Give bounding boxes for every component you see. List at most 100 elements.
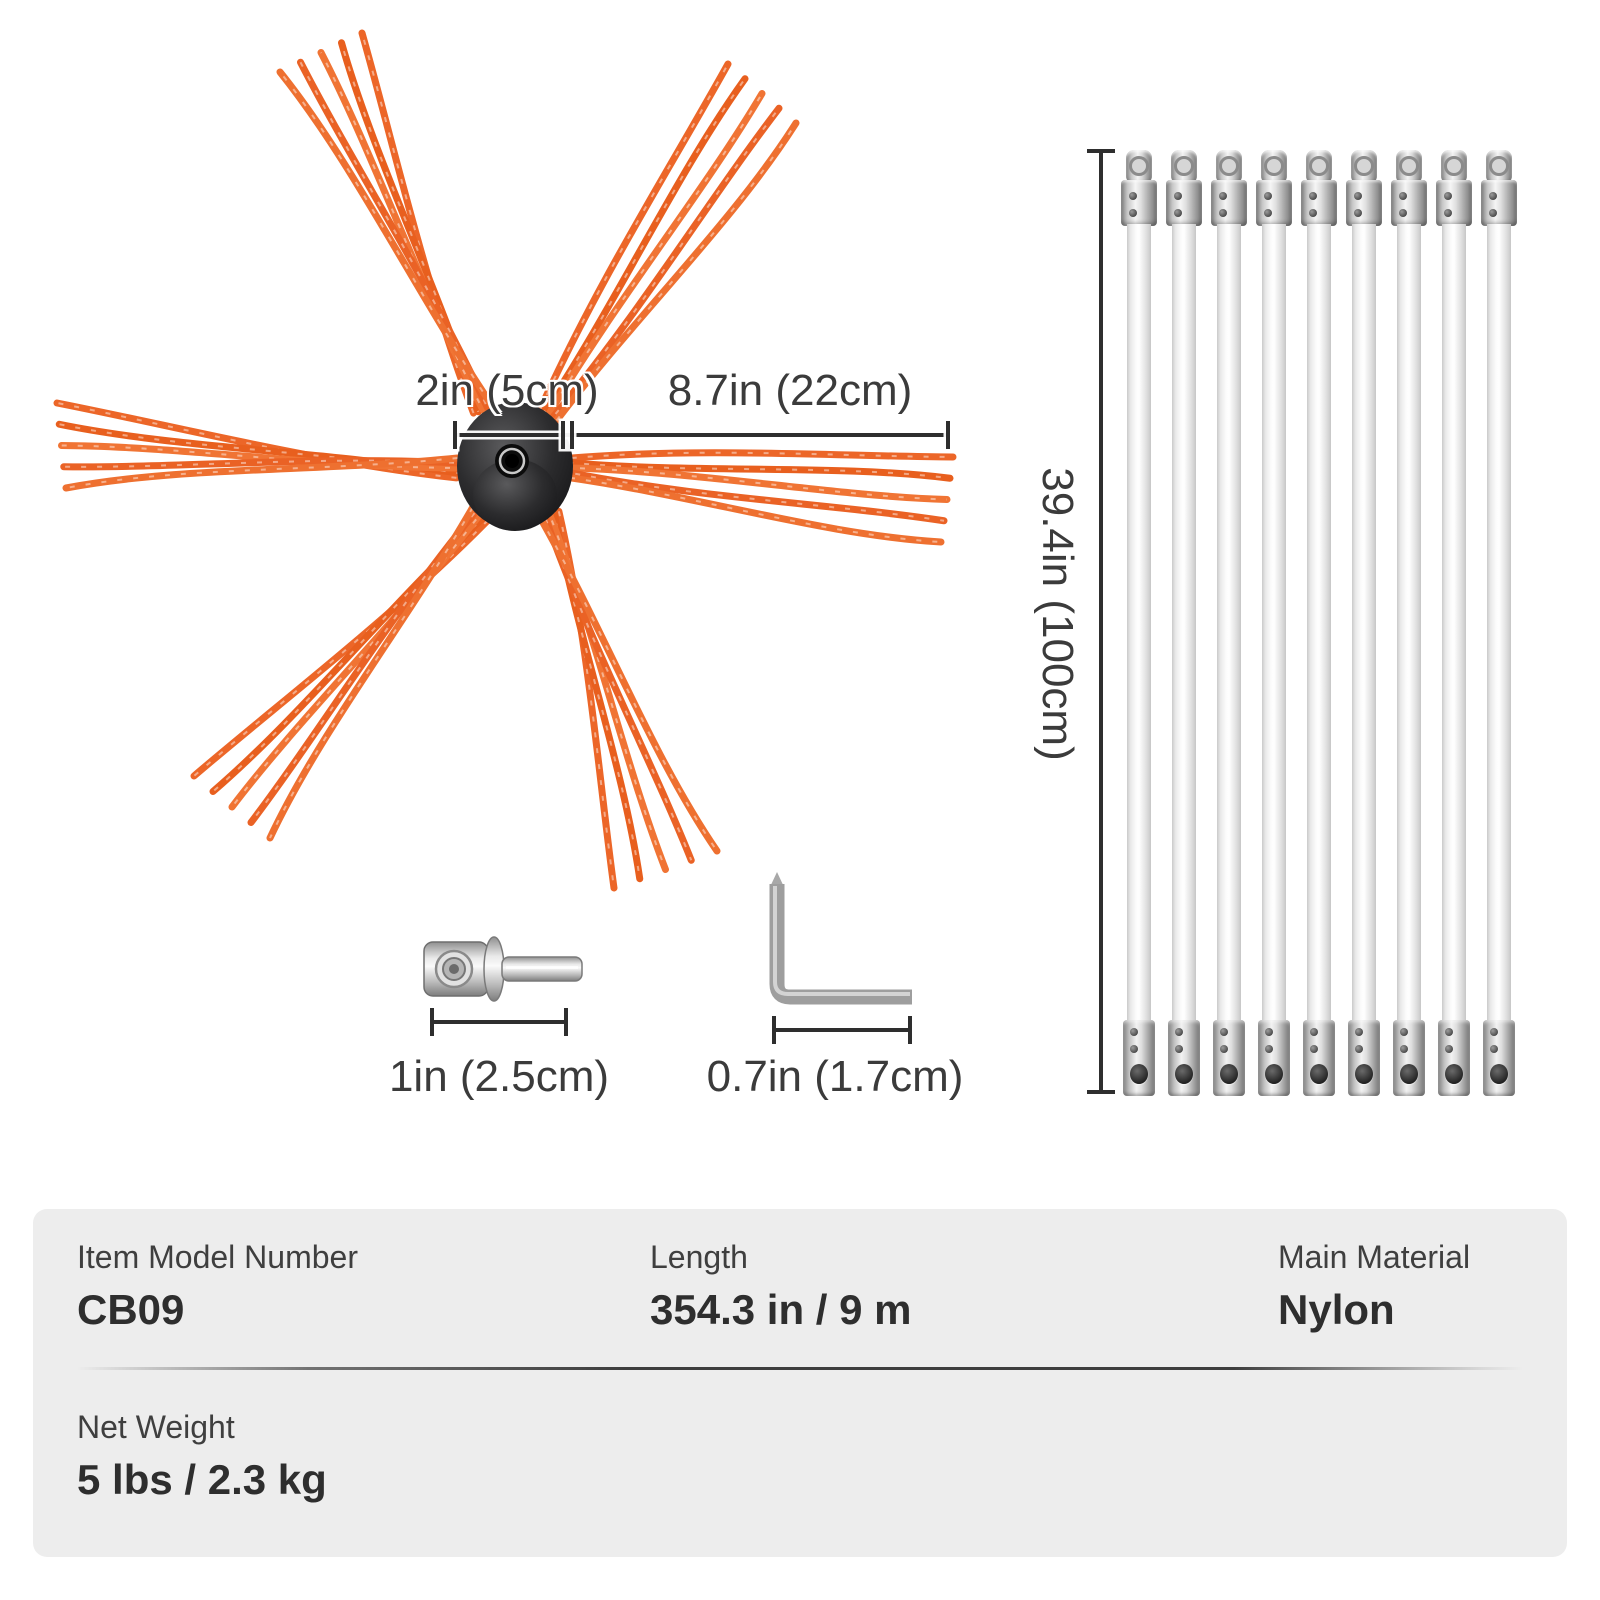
spec-main-material: Main Material Nylon — [1278, 1239, 1470, 1334]
rod-top-connector-sleeve — [1346, 180, 1382, 226]
spec-label: Net Weight — [77, 1409, 235, 1445]
connector-pin-hole — [1174, 209, 1182, 217]
dim-tick — [1087, 149, 1115, 153]
rod-body — [1217, 224, 1241, 1020]
connector-socket-hole — [1400, 1064, 1418, 1084]
extension-rod-set — [1121, 148, 1517, 1096]
connector-socket-hole — [1310, 1064, 1328, 1084]
rod-top-connector-knob — [1171, 150, 1197, 184]
connector-socket-hole — [1130, 1064, 1148, 1084]
connector-pin-hole — [1130, 1028, 1138, 1036]
dim-tick — [1087, 1090, 1115, 1094]
extension-rod — [1166, 148, 1202, 1096]
connector-socket-hole — [1220, 1064, 1238, 1084]
brush-bristle-dimension-label: 8.7in (22cm) — [667, 366, 913, 415]
dim-tick — [561, 421, 565, 449]
rod-bottom-connector — [1483, 1020, 1515, 1096]
spec-value: Nylon — [1278, 1286, 1395, 1333]
extension-rod — [1346, 148, 1382, 1096]
rod-body — [1442, 224, 1466, 1020]
connector-socket-hole — [1490, 1064, 1508, 1084]
rod-bottom-connector — [1438, 1020, 1470, 1096]
dim-tick — [946, 421, 950, 449]
adapter-flange — [483, 936, 505, 1002]
spec-length: Length 354.3 in / 9 m — [650, 1239, 911, 1334]
connector-pin-hole — [1219, 209, 1227, 217]
connector-pin-hole — [1444, 209, 1452, 217]
extension-rod — [1391, 148, 1427, 1096]
connector-pin-hole — [1490, 1045, 1498, 1053]
connector-pin-hole — [1219, 192, 1227, 200]
rod-top-connector-sleeve — [1391, 180, 1427, 226]
connector-pin-hole — [1400, 1045, 1408, 1053]
rod-top-connector-sleeve — [1211, 180, 1247, 226]
connector-pin-hole — [1220, 1045, 1228, 1053]
rod-body — [1487, 224, 1511, 1020]
spec-value: 354.3 in / 9 m — [650, 1286, 912, 1333]
rod-bottom-connector — [1258, 1020, 1290, 1096]
rod-bottom-connector — [1393, 1020, 1425, 1096]
connector-pin-hole — [1264, 209, 1272, 217]
connector-pin-hole — [1264, 192, 1272, 200]
drill-adapter — [423, 936, 583, 1002]
connector-pin-hole — [1265, 1045, 1273, 1053]
spec-item-model-number: Item Model Number CB09 — [77, 1239, 358, 1334]
hex-key — [769, 872, 912, 1005]
connector-pin-hole — [1175, 1028, 1183, 1036]
dim-tick — [908, 1016, 912, 1044]
spec-divider — [77, 1367, 1523, 1370]
rod-body — [1352, 224, 1376, 1020]
connector-pin-hole — [1130, 1045, 1138, 1053]
rod-body — [1307, 224, 1331, 1020]
rod-top-connector-knob — [1306, 150, 1332, 184]
rod-top-connector-knob — [1216, 150, 1242, 184]
rod-top-connector-knob — [1351, 150, 1377, 184]
hex-key-dimension-label: 0.7in (1.7cm) — [706, 1052, 964, 1101]
rod-bottom-connector — [1123, 1020, 1155, 1096]
rod-bottom-connector — [1213, 1020, 1245, 1096]
connector-pin-hole — [1129, 209, 1137, 217]
extension-rod — [1121, 148, 1157, 1096]
rod-top-connector-sleeve — [1166, 180, 1202, 226]
connector-pin-hole — [1265, 1028, 1273, 1036]
connector-socket-hole — [1445, 1064, 1463, 1084]
connector-pin-hole — [1354, 209, 1362, 217]
connector-pin-hole — [1310, 1028, 1318, 1036]
connector-pin-hole — [1400, 1028, 1408, 1036]
spec-label: Main Material — [1278, 1239, 1471, 1275]
rod-top-connector-sleeve — [1256, 180, 1292, 226]
chimney-brush-head — [53, 29, 957, 892]
connector-socket-hole — [1265, 1064, 1283, 1084]
rod-bottom-connector — [1168, 1020, 1200, 1096]
connector-pin-hole — [1399, 209, 1407, 217]
spec-label: Length — [650, 1239, 748, 1275]
hex-key-arm — [769, 884, 912, 1005]
connector-pin-hole — [1309, 209, 1317, 217]
connector-pin-hole — [1129, 192, 1137, 200]
connector-pin-hole — [1444, 192, 1452, 200]
connector-pin-hole — [1445, 1028, 1453, 1036]
connector-pin-hole — [1354, 192, 1362, 200]
connector-pin-hole — [1489, 209, 1497, 217]
rod-top-connector-sleeve — [1436, 180, 1472, 226]
rod-body — [1172, 224, 1196, 1020]
hex-key-dimension-line — [772, 1016, 912, 1044]
connector-pin-hole — [1175, 1045, 1183, 1053]
rod-length-dimension-line — [1087, 149, 1115, 1094]
dim-tick — [430, 1008, 434, 1036]
dim-tick — [772, 1016, 776, 1044]
connector-pin-hole — [1355, 1045, 1363, 1053]
rod-top-connector-sleeve — [1301, 180, 1337, 226]
connector-pin-hole — [1489, 192, 1497, 200]
spec-net-weight: Net Weight 5 lbs / 2.3 kg — [77, 1409, 327, 1504]
spec-label: Item Model Number — [77, 1239, 358, 1275]
connector-pin-hole — [1174, 192, 1182, 200]
connector-socket-hole — [1175, 1064, 1193, 1084]
extension-rod — [1256, 148, 1292, 1096]
rod-bottom-connector — [1348, 1020, 1380, 1096]
dim-tick — [570, 421, 574, 449]
connector-pin-hole — [1445, 1045, 1453, 1053]
rod-body — [1397, 224, 1421, 1020]
connector-pin-hole — [1399, 192, 1407, 200]
